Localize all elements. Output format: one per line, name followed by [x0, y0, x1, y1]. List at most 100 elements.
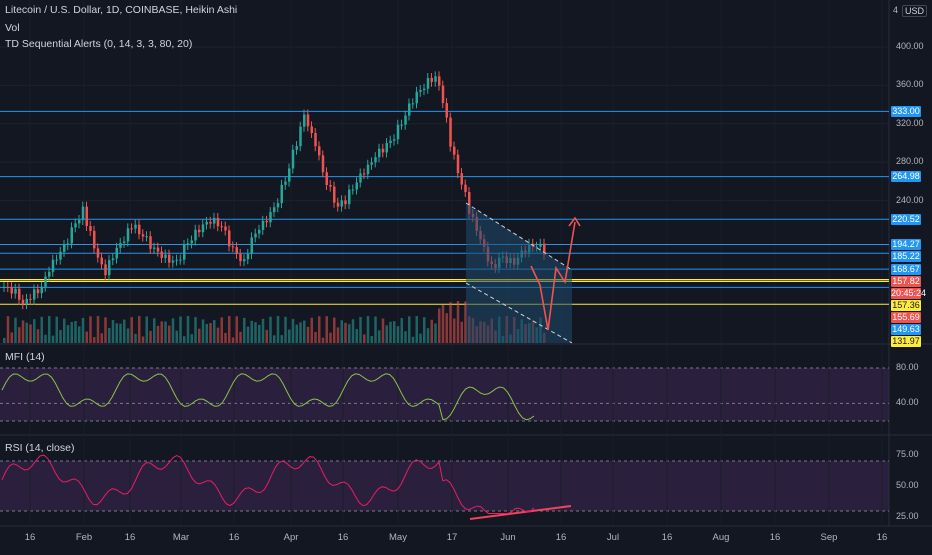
price-label[interactable]: 157.82 [891, 275, 921, 287]
candle-body [396, 124, 400, 140]
forecast-path[interactable] [530, 221, 576, 331]
candle-body [265, 220, 268, 223]
mfi-series [1, 373, 535, 421]
volume-bar [231, 337, 235, 343]
price-label[interactable]: 333.00 [891, 105, 921, 117]
volume-bar [321, 337, 325, 343]
price-label[interactable]: 264.98 [891, 171, 921, 183]
candle-body [85, 206, 88, 227]
volume-bar [333, 317, 336, 343]
volume-bar [190, 334, 193, 343]
volume-bar [295, 324, 298, 343]
price-label[interactable]: 155.69 [891, 311, 921, 323]
candle-body [321, 155, 325, 173]
drawings[interactable] [465, 202, 581, 520]
candle-body [201, 224, 205, 233]
volume-bar [464, 301, 467, 343]
volume-bar [235, 316, 238, 343]
candle-body [29, 298, 32, 300]
volume-bar [393, 321, 396, 343]
volume-bar [273, 335, 276, 343]
candle-body [426, 77, 430, 89]
price-label[interactable]: 157.36 [891, 299, 921, 311]
candle-body [378, 148, 381, 158]
volume-bar [453, 318, 456, 343]
candle-body [261, 220, 265, 230]
horizontal-levels[interactable] [0, 110, 889, 305]
candle-body [344, 200, 347, 205]
volume-bar [310, 317, 313, 343]
candle-body [93, 230, 96, 249]
candle-body [453, 146, 456, 155]
volume-bar [456, 301, 460, 343]
date-tick: May [389, 532, 407, 543]
candle-body [149, 236, 152, 249]
channel-lower-line[interactable] [465, 282, 573, 344]
volume-bar [66, 325, 70, 343]
candle-body [89, 226, 92, 231]
volume-bar [209, 323, 212, 343]
volume-bar [445, 313, 448, 343]
rsi-line[interactable] [1, 454, 535, 514]
volume-bar [149, 330, 152, 343]
candle-body [370, 162, 373, 165]
symbol-title[interactable]: Litecoin / U.S. Dollar, 1D, COINBASE, He… [5, 4, 238, 16]
vol-indicator-label[interactable]: Vol [5, 22, 20, 34]
volume-bar [239, 331, 242, 343]
candle-body [468, 191, 471, 214]
mfi-label[interactable]: MFI (14) [5, 351, 45, 363]
volume-bar [325, 316, 328, 343]
volume-bar [205, 323, 208, 343]
td-sequential-label[interactable]: TD Sequential Alerts (0, 14, 3, 3, 80, 2… [5, 38, 193, 50]
candle-body [205, 221, 208, 225]
candle-body [179, 259, 182, 261]
price-label[interactable]: 185.22 [891, 251, 921, 262]
currency-badge[interactable]: USD [902, 5, 928, 17]
date-tick: 16 [661, 532, 673, 543]
candle-body [423, 88, 426, 91]
candle-body [51, 259, 55, 272]
volume-bar [408, 316, 411, 343]
rsi-axis-tick: 75.00 [896, 448, 919, 459]
rsi-axis-tick: 50.00 [896, 480, 919, 490]
mfi-line[interactable] [1, 373, 535, 421]
price-label[interactable]: 149.63 [891, 323, 921, 335]
candle-body [6, 287, 10, 288]
volume-bar [216, 327, 220, 343]
price-pane[interactable] [0, 0, 889, 343]
volume-bar [438, 308, 441, 343]
price-label[interactable]: 168.67 [891, 263, 921, 275]
candle-body [411, 103, 415, 105]
candle-body [14, 288, 17, 294]
volume-bar [415, 316, 418, 343]
volume-bar [183, 336, 186, 343]
candle-body [291, 149, 295, 169]
candle-body [63, 244, 66, 252]
candles[interactable] [3, 71, 546, 310]
volume-bar [36, 329, 40, 343]
candle-body [198, 229, 201, 233]
rsi-divergence-line[interactable] [469, 505, 572, 520]
volume-bar [138, 316, 141, 343]
volume-bar [164, 321, 167, 343]
volume-bar [314, 332, 317, 343]
rsi-label[interactable]: RSI (14, close) [5, 442, 75, 454]
volume-bar [25, 322, 28, 343]
volume-bar [51, 335, 55, 343]
volume-bar [460, 321, 463, 343]
price-label[interactable]: 220.52 [891, 213, 921, 225]
candle-body [190, 240, 193, 244]
volume-bar [63, 318, 66, 343]
price-label[interactable]: 20:45:24 [891, 287, 927, 299]
volume-bar [344, 322, 347, 343]
candle-body [123, 241, 126, 243]
price-label[interactable]: 131.97 [891, 335, 921, 347]
candle-body [111, 258, 115, 261]
candle-body [224, 226, 227, 231]
volume-bar [160, 321, 163, 343]
candle-body [441, 85, 445, 104]
volume-bar [224, 332, 227, 343]
price-label[interactable]: 194.27 [891, 239, 921, 250]
